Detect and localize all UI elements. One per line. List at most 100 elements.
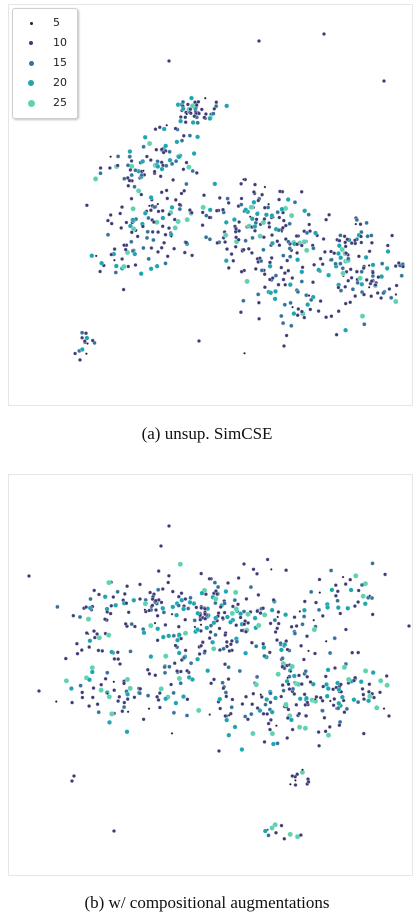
scatter-point xyxy=(276,615,280,619)
scatter-point xyxy=(155,694,160,699)
scatter-point xyxy=(246,246,251,251)
scatter-point xyxy=(207,207,213,213)
scatter-point xyxy=(301,768,304,772)
scatter-point xyxy=(250,235,255,241)
scatter-point xyxy=(349,241,354,246)
scatter-point xyxy=(243,207,249,213)
scatter-point xyxy=(267,202,270,206)
scatter-point xyxy=(157,125,162,130)
scatter-point xyxy=(239,628,244,633)
scatter-point xyxy=(303,702,308,707)
scatter-point xyxy=(370,270,375,275)
scatter-point xyxy=(141,717,146,722)
scatter-point xyxy=(226,677,231,682)
scatter-point xyxy=(299,309,304,314)
scatter-point xyxy=(159,190,164,195)
scatter-point xyxy=(367,682,372,687)
scatter-point xyxy=(115,589,120,594)
scatter-point xyxy=(142,169,145,173)
scatter-point xyxy=(115,154,121,159)
scatter-point xyxy=(194,170,199,175)
scatter-point xyxy=(277,215,282,220)
scatter-point xyxy=(337,723,342,728)
scatter-point xyxy=(261,711,266,716)
scatter-point xyxy=(120,257,125,261)
scatter-point xyxy=(308,229,312,234)
scatter-point xyxy=(301,657,306,662)
scatter-point xyxy=(356,650,361,655)
scatter-point xyxy=(323,674,328,679)
scatter-point xyxy=(95,632,100,636)
scatter-point xyxy=(148,204,151,208)
scatter-point xyxy=(107,166,112,170)
scatter-point xyxy=(106,692,109,695)
scatter-point xyxy=(243,619,248,623)
scatter-point xyxy=(195,134,201,140)
scatter-point xyxy=(172,246,177,251)
scatter-point xyxy=(170,612,174,616)
scatter-point xyxy=(198,617,203,622)
scatter-point xyxy=(220,680,225,685)
scatter-point xyxy=(199,643,204,648)
scatter-point xyxy=(316,267,322,273)
scatter-point xyxy=(257,708,263,714)
scatter-point xyxy=(375,291,380,295)
scatter-point xyxy=(130,206,136,212)
scatter-point xyxy=(387,714,391,718)
scatter-point xyxy=(333,593,338,598)
scatter-point xyxy=(173,700,179,706)
scatter-point xyxy=(181,606,187,612)
scatter-point xyxy=(229,638,234,643)
scatter-point xyxy=(269,730,276,737)
scatter-point xyxy=(217,696,223,702)
scatter-point xyxy=(226,581,230,585)
scatter-plot-a xyxy=(73,32,405,362)
scatter-point xyxy=(243,714,248,719)
scatter-point xyxy=(71,613,76,618)
scatter-point xyxy=(369,240,374,245)
scatter-point xyxy=(359,269,364,274)
scatter-point xyxy=(112,247,117,252)
scatter-point xyxy=(137,691,142,696)
scatter-point xyxy=(302,315,307,320)
scatter-point xyxy=(89,664,96,671)
scatter-point xyxy=(92,629,96,634)
scatter-point xyxy=(283,223,288,228)
scatter-point xyxy=(197,111,201,116)
scatter-point xyxy=(276,282,281,287)
scatter-point xyxy=(284,568,289,573)
scatter-point xyxy=(259,268,265,273)
caption-a: (a) unsup. SimCSE xyxy=(141,424,273,443)
scatter-point xyxy=(279,206,285,212)
scatter-point xyxy=(184,181,189,187)
scatter-point xyxy=(279,694,284,699)
scatter-point xyxy=(289,670,293,673)
scatter-point xyxy=(333,583,338,588)
legend-marker xyxy=(27,99,35,107)
scatter-point xyxy=(132,624,137,629)
caption-b: (b) w/ compositional augmentations xyxy=(84,893,330,912)
scatter-point xyxy=(230,697,235,702)
scatter-point xyxy=(196,99,201,104)
scatter-point xyxy=(261,235,266,240)
scatter-point xyxy=(105,632,112,638)
scatter-point xyxy=(135,234,140,239)
scatter-point xyxy=(361,692,366,697)
scatter-point xyxy=(217,626,222,631)
scatter-point xyxy=(242,178,245,181)
scatter-point xyxy=(111,595,116,599)
scatter-point xyxy=(267,225,272,229)
scatter-point xyxy=(336,706,341,711)
scatter-point xyxy=(103,676,108,681)
scatter-point xyxy=(142,134,148,140)
scatter-point xyxy=(159,600,164,605)
scatter-point xyxy=(394,283,399,288)
scatter-point xyxy=(128,649,133,654)
scatter-point xyxy=(195,627,200,633)
scatter-point xyxy=(172,661,177,666)
scatter-point xyxy=(171,177,176,182)
scatter-point xyxy=(229,252,234,257)
scatter-point xyxy=(161,610,167,615)
scatter-point xyxy=(272,296,278,302)
scatter-point xyxy=(140,224,145,229)
